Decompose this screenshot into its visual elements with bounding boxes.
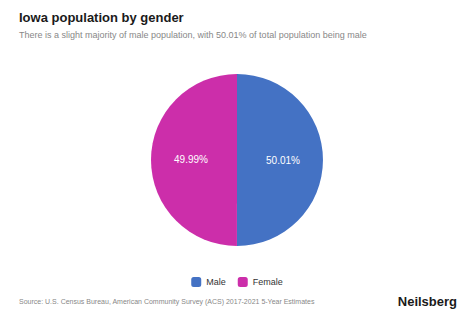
svg-text:Source: U.S. Census Bureau, Am: Source: U.S. Census Bureau, American Com… [19,298,315,306]
svg-text:Female: Female [253,277,283,287]
svg-text:Male: Male [206,277,226,287]
svg-text:49.99%: 49.99% [174,154,208,165]
svg-text:Neilsberg: Neilsberg [398,294,457,309]
svg-text:50.01%: 50.01% [266,155,300,166]
svg-text:There is a slight majority of: There is a slight majority of male popul… [19,30,367,40]
svg-text:Iowa population by gender: Iowa population by gender [19,10,184,25]
